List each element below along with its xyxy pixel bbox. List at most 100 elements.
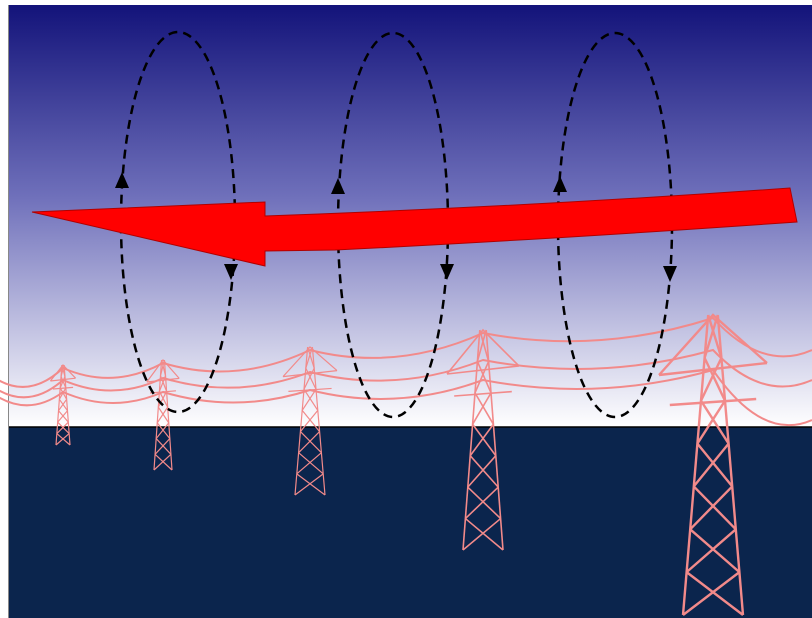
pylon-brace <box>156 422 171 439</box>
pylon-brace <box>476 329 487 362</box>
pylon-brace <box>685 528 737 574</box>
pylon-brace <box>307 346 315 369</box>
pylon-brace <box>305 367 317 390</box>
pylon-arm <box>454 390 512 397</box>
pylon-brace <box>153 453 172 471</box>
pylon-brace <box>58 410 69 423</box>
pylon-leg <box>485 329 504 551</box>
pylon-brace <box>158 375 167 392</box>
pylon <box>282 346 338 496</box>
pylon-leg <box>681 314 710 616</box>
pylon-brace <box>154 438 171 455</box>
pylon-brace <box>699 357 723 402</box>
pylon-brace <box>155 438 172 455</box>
pylon-brace <box>685 571 744 616</box>
pylon-arm <box>446 328 520 375</box>
arrowhead-up <box>331 178 345 194</box>
pylon <box>146 359 180 471</box>
pylon <box>446 328 520 551</box>
pylon-brace <box>469 423 495 457</box>
pylon-brace <box>60 376 67 389</box>
pylon-leg <box>311 346 326 496</box>
pylon-brace <box>471 423 497 457</box>
pylon-brace <box>298 431 321 454</box>
pylon-leg <box>462 329 481 551</box>
pylon-brace <box>303 388 319 411</box>
pylon-arm <box>658 313 768 377</box>
pylon-arm <box>282 346 338 378</box>
pylon-brace <box>158 391 169 408</box>
pylons <box>0 313 812 616</box>
pylon-leg <box>63 364 71 446</box>
pylon-brace <box>56 421 69 434</box>
arrowhead-down <box>663 266 677 282</box>
pylon-brace <box>707 314 723 359</box>
pylon-brace <box>479 329 490 362</box>
pylon-brace <box>301 388 317 411</box>
arrowhead-up <box>553 176 567 192</box>
pylon-brace <box>692 442 730 488</box>
pylon-brace <box>154 453 173 471</box>
cable <box>0 316 812 388</box>
pylon-brace <box>294 473 324 496</box>
pylon-brace <box>155 422 170 439</box>
pylon-leg <box>716 314 745 616</box>
pylon-brace <box>159 359 166 376</box>
pylon-brace <box>298 452 324 475</box>
pylon-brace <box>58 398 68 412</box>
pylon-brace <box>60 364 65 377</box>
pylon-brace <box>476 361 492 394</box>
pylon-brace <box>59 387 68 400</box>
pylon-brace <box>703 314 719 359</box>
pylon-brace <box>682 571 741 616</box>
pylon-brace <box>299 410 319 432</box>
pylon-brace <box>296 473 326 496</box>
pylon-brace <box>692 485 737 531</box>
pylon-brace <box>160 359 167 376</box>
pylon-brace <box>61 364 66 377</box>
pylon-leg <box>153 359 163 471</box>
pylon-leg <box>55 364 63 446</box>
pylon-brace <box>696 442 734 488</box>
pylon-brace <box>464 517 504 551</box>
pylon-brace <box>696 400 727 445</box>
pylon-brace <box>301 410 321 432</box>
pylon-brace <box>464 486 499 520</box>
pylon-arm <box>669 397 757 407</box>
pylon-brace <box>305 346 313 369</box>
pylon-brace <box>296 452 322 475</box>
pylon-brace <box>471 392 492 425</box>
arrowhead-up <box>115 172 129 188</box>
cable <box>0 348 812 399</box>
arrowhead-down <box>224 264 238 280</box>
pylon-brace <box>157 391 168 408</box>
pylon-brace <box>58 387 67 400</box>
pylon-arm <box>146 359 180 383</box>
pylon-brace <box>467 486 502 520</box>
pylon-arm <box>52 386 74 390</box>
pylon-brace <box>689 485 734 531</box>
pylon-brace <box>156 406 169 424</box>
arrowhead-down <box>440 264 454 280</box>
pylon-brace <box>157 406 170 424</box>
pylon-leg <box>163 359 173 471</box>
pylon-brace <box>57 410 68 423</box>
current-arrow <box>31 187 798 267</box>
pylon-arm <box>49 364 77 382</box>
loop-arrowheads <box>115 172 677 282</box>
pylon-brace <box>474 392 495 425</box>
pylon-brace <box>699 400 730 445</box>
pylon-brace <box>299 431 322 454</box>
pylon-brace <box>474 361 490 394</box>
pylon-brace <box>469 455 499 488</box>
pylon-brace <box>159 375 168 392</box>
pylon-brace <box>55 433 70 446</box>
pylon <box>658 313 768 616</box>
ground <box>9 427 812 618</box>
pylon-leg <box>294 346 309 496</box>
pylon-brace <box>689 528 741 574</box>
pylon-brace <box>59 376 66 389</box>
pylon-brace <box>58 398 68 412</box>
